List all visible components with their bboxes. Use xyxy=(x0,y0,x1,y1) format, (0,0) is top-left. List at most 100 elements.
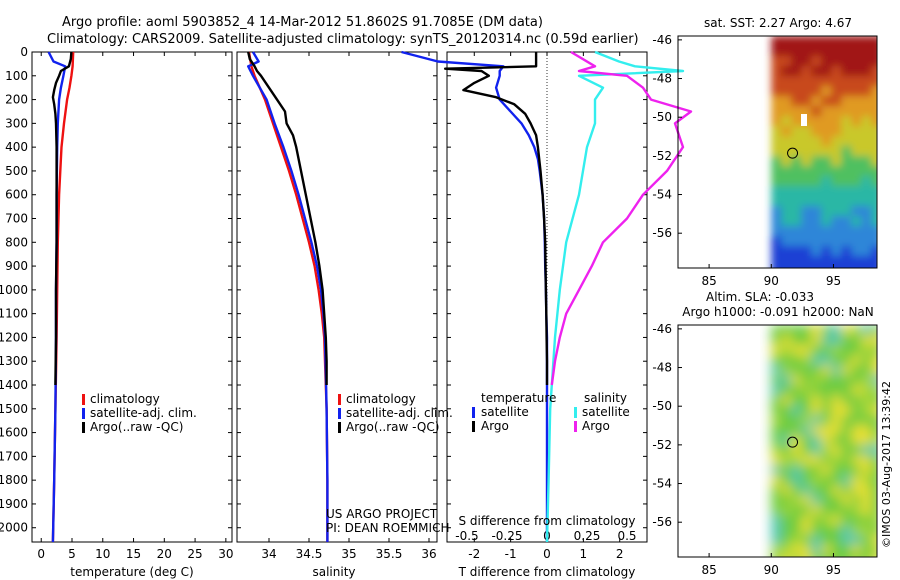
sla-map-title-line2: Argo h1000: -0.091 h2000: NaN xyxy=(682,305,874,319)
difference-y-ticks xyxy=(447,51,647,529)
legend-label-t-argo: Argo xyxy=(481,419,509,433)
map-cell xyxy=(831,226,843,237)
map-cell xyxy=(811,136,823,147)
map-cell xyxy=(831,156,843,167)
map-cell xyxy=(871,555,877,557)
sst-map-title: sat. SST: 2.27 Argo: 4.67 xyxy=(704,16,852,30)
map-cell xyxy=(791,36,803,47)
map-cell xyxy=(831,395,843,406)
map-cell xyxy=(821,345,833,356)
map-cell xyxy=(791,116,803,127)
map-cell xyxy=(821,96,833,107)
sla-map-title-line1: Altim. SLA: -0.033 xyxy=(706,290,814,304)
map-cell xyxy=(831,256,843,267)
map-cell xyxy=(821,156,833,167)
depth-tick-label: 1700 xyxy=(0,449,28,463)
map-cell xyxy=(841,555,853,557)
map-cell xyxy=(781,515,793,526)
map-cell xyxy=(811,455,823,466)
lat-tick-label: -46 xyxy=(652,33,672,47)
x-tick-label: 35 xyxy=(341,547,356,561)
map-cell xyxy=(831,76,843,87)
map-cell xyxy=(811,46,823,57)
map-cell xyxy=(841,335,853,346)
map-cell xyxy=(841,435,853,446)
series-line-s-satellite xyxy=(545,50,685,543)
map-cell xyxy=(831,355,843,366)
map-cell xyxy=(861,46,873,57)
map-cell xyxy=(841,325,853,336)
map-cell xyxy=(791,535,803,546)
map-cell xyxy=(821,335,833,346)
map-cell xyxy=(861,535,873,546)
map-cell xyxy=(791,236,803,247)
map-cell xyxy=(831,535,843,546)
map-cell xyxy=(781,96,793,107)
map-cell xyxy=(841,176,853,187)
map-cell xyxy=(821,385,833,396)
map-cell xyxy=(871,66,877,77)
map-cell xyxy=(821,186,833,197)
map-cell xyxy=(831,475,843,486)
project-label: US ARGO PROJECT xyxy=(326,507,438,521)
map-cell xyxy=(771,146,783,157)
map-cell xyxy=(801,86,813,97)
sst-lat-axis: -46 -48 -50 -52 -54 -56 xyxy=(652,33,682,240)
depth-tick-label: 1900 xyxy=(0,497,28,511)
map-cell xyxy=(841,106,853,117)
lon-tick-label: 85 xyxy=(701,274,716,288)
map-cell xyxy=(771,96,783,107)
map-cell xyxy=(821,76,833,87)
map-cell xyxy=(861,445,873,456)
depth-tick-label: 1000 xyxy=(0,283,28,297)
temperature-x-label: temperature (deg C) xyxy=(70,565,193,579)
x-tick-label: 36 xyxy=(421,547,436,561)
map-cell xyxy=(841,385,853,396)
map-cell xyxy=(861,555,873,557)
depth-tick-label: 300 xyxy=(5,116,28,130)
map-cell xyxy=(851,106,863,117)
map-cell xyxy=(831,106,843,117)
map-cell xyxy=(801,475,813,486)
map-cell xyxy=(841,425,853,436)
map-cell xyxy=(781,86,793,97)
map-cell xyxy=(831,136,843,147)
map-cell xyxy=(771,335,783,346)
map-cell xyxy=(791,76,803,87)
lon-tick-label: 95 xyxy=(826,274,841,288)
map-cell xyxy=(791,485,803,496)
map-cell xyxy=(821,355,833,366)
map-cell xyxy=(811,495,823,506)
map-cell xyxy=(861,126,873,137)
map-cell xyxy=(791,56,803,67)
lat-tick-label: -54 xyxy=(652,188,672,202)
x-tick-label: 2 xyxy=(616,547,624,561)
map-cell xyxy=(771,515,783,526)
map-cell xyxy=(851,495,863,506)
argo-position-marker xyxy=(787,436,799,448)
map-cell xyxy=(871,116,877,127)
map-cell xyxy=(861,66,873,77)
map-cell xyxy=(791,106,803,117)
map-cell xyxy=(851,86,863,97)
map-cell xyxy=(851,266,863,268)
map-cell xyxy=(801,455,813,466)
map-cell xyxy=(771,216,783,227)
lon-tick-label: 90 xyxy=(764,274,779,288)
x-tick-label: 5 xyxy=(68,547,76,561)
map-cell xyxy=(861,76,873,87)
map-cell xyxy=(821,206,833,217)
map-cell xyxy=(771,355,783,366)
map-cell xyxy=(801,96,813,107)
map-cell xyxy=(791,246,803,257)
depth-tick-label: 400 xyxy=(5,140,28,154)
legend-label-argo: Argo(..raw -QC) xyxy=(90,420,183,434)
map-cell xyxy=(791,216,803,227)
map-cell xyxy=(841,525,853,536)
map-cell xyxy=(781,46,793,57)
depth-tick-label: 1800 xyxy=(0,473,28,487)
map-cell xyxy=(871,495,877,506)
top-tick-label: 0.25 xyxy=(574,529,601,543)
map-cell xyxy=(851,345,863,356)
map-cell xyxy=(871,156,877,167)
